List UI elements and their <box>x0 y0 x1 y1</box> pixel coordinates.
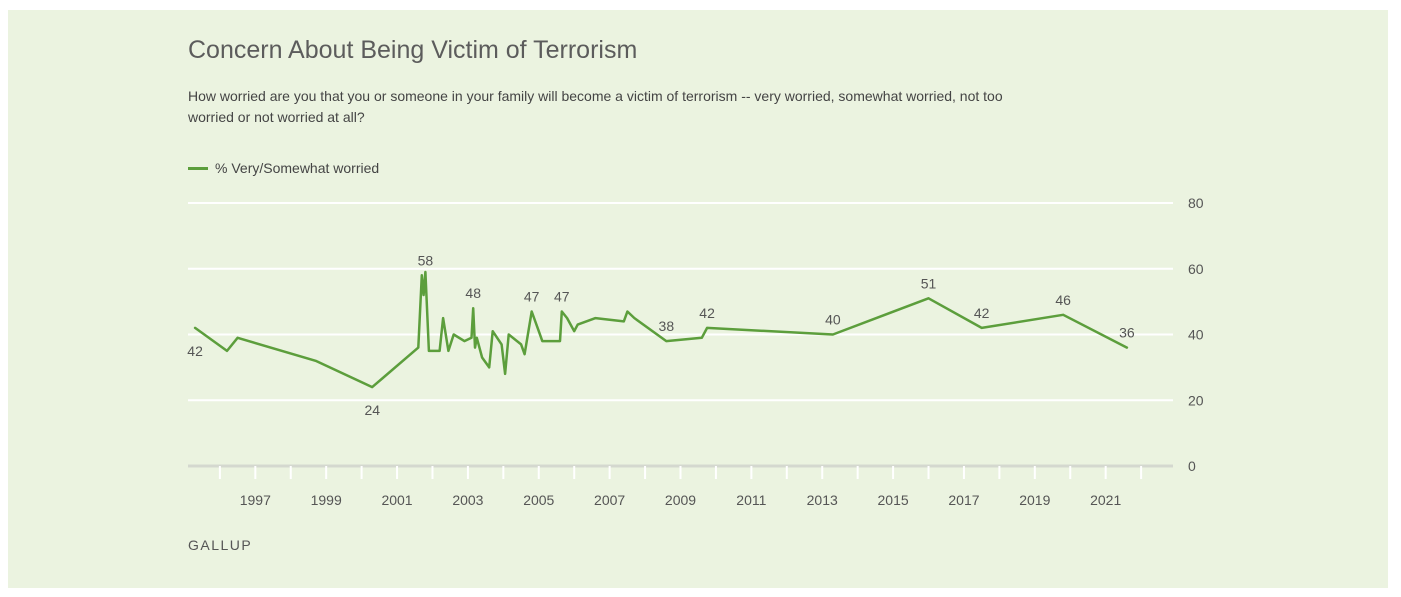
data-label: 58 <box>418 252 434 268</box>
y-tick-label: 40 <box>1188 327 1204 343</box>
data-label: 42 <box>187 343 203 359</box>
y-tick-label: 0 <box>1188 458 1196 474</box>
x-tick-label: 2001 <box>381 492 412 508</box>
y-tick-label: 20 <box>1188 392 1204 408</box>
x-tick-label: 2003 <box>452 492 483 508</box>
data-label: 47 <box>524 288 540 304</box>
legend-label: % Very/Somewhat worried <box>215 160 380 176</box>
data-label: 48 <box>465 285 481 301</box>
x-tick-label: 2021 <box>1090 492 1121 508</box>
x-tick-label: 2015 <box>878 492 909 508</box>
y-tick-label: 80 <box>1188 195 1204 211</box>
data-label: 42 <box>699 305 715 321</box>
data-label: 51 <box>921 275 937 291</box>
data-label: 40 <box>825 312 841 328</box>
x-tick-label: 2019 <box>1019 492 1050 508</box>
x-tick-label: 1997 <box>240 492 271 508</box>
chart-panel <box>8 10 1388 588</box>
x-tick-label: 2011 <box>736 492 766 508</box>
data-label: 46 <box>1055 292 1071 308</box>
x-tick-label: 2009 <box>665 492 696 508</box>
x-tick-label: 2007 <box>594 492 625 508</box>
data-label: 47 <box>554 288 570 304</box>
chart-title: Concern About Being Victim of Terrorism <box>188 36 638 64</box>
chart-subtitle: How worried are you that you or someone … <box>188 88 1003 125</box>
x-tick-label: 2005 <box>523 492 554 508</box>
data-label: 42 <box>974 305 990 321</box>
series-line <box>193 270 1129 389</box>
source-label: GALLUP <box>188 537 253 553</box>
data-label: 24 <box>364 402 380 418</box>
legend: % Very/Somewhat worried <box>188 160 379 176</box>
x-tick-label: 1999 <box>311 492 342 508</box>
x-tick-label: 2017 <box>948 492 979 508</box>
y-tick-label: 60 <box>1188 261 1204 277</box>
x-tick-label: 2013 <box>807 492 838 508</box>
legend-swatch <box>188 166 208 170</box>
data-label: 38 <box>659 318 675 334</box>
data-label: 36 <box>1119 325 1135 341</box>
